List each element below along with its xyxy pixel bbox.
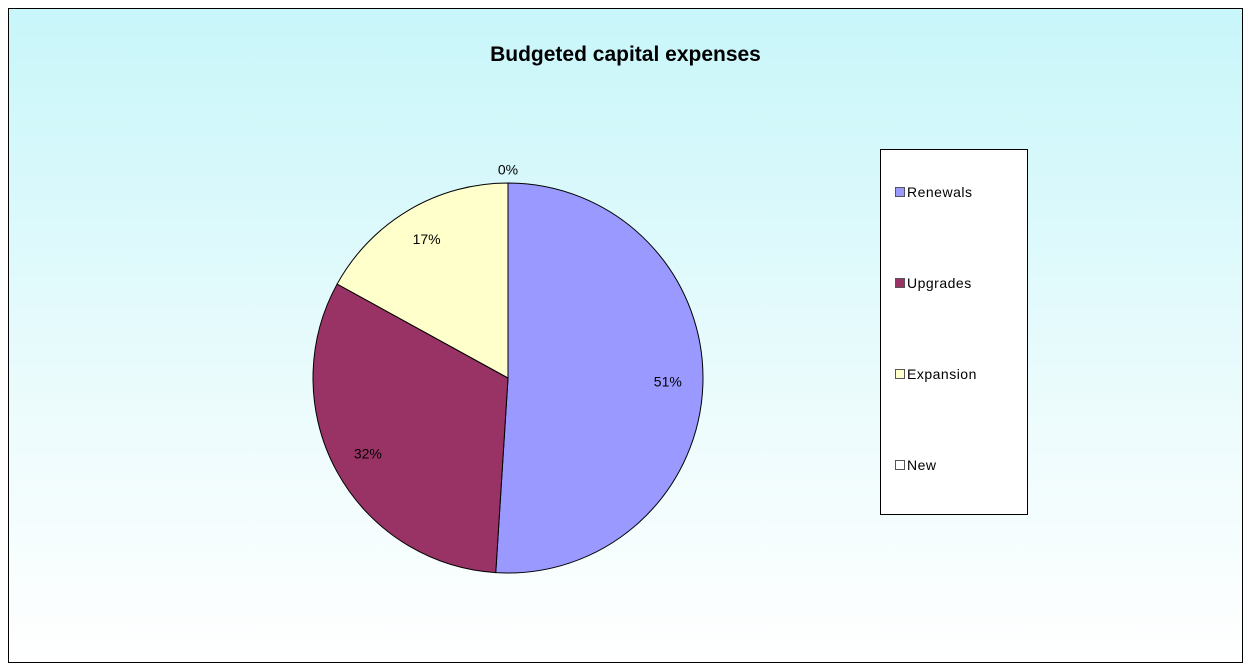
data-label-new: 0% (498, 162, 518, 178)
pie-slice-renewals (495, 182, 704, 574)
chart-title: Budgeted capital expenses (490, 43, 761, 66)
pie-slice-upgrades (312, 283, 509, 574)
legend-swatch-expansion (895, 369, 905, 379)
legend-label-renewals: Renewals (907, 184, 973, 200)
pie-chart: 51% 32% 17% 0% (312, 162, 704, 574)
pie-slice-expansion (336, 182, 509, 379)
legend-item-new: New (895, 457, 937, 473)
legend-swatch-renewals (895, 187, 905, 197)
legend-item-renewals: Renewals (895, 184, 972, 200)
legend-swatch-new (895, 460, 905, 470)
data-label-upgrades: 32% (354, 446, 382, 462)
legend-label-expansion: Expansion (907, 366, 977, 382)
chart-area: Budgeted capital expenses 51% 32% 17% 0% Re… (8, 8, 1243, 663)
legend-item-upgrades: Upgrades (895, 275, 972, 291)
legend: Renewals Upgrades Expansion New (880, 149, 1028, 515)
legend-label-upgrades: Upgrades (907, 275, 972, 291)
data-label-expansion: 17% (413, 231, 441, 247)
legend-label-new: New (907, 457, 937, 473)
data-label-renewals: 51% (654, 374, 682, 390)
legend-swatch-upgrades (895, 278, 905, 288)
legend-item-expansion: Expansion (895, 366, 977, 382)
